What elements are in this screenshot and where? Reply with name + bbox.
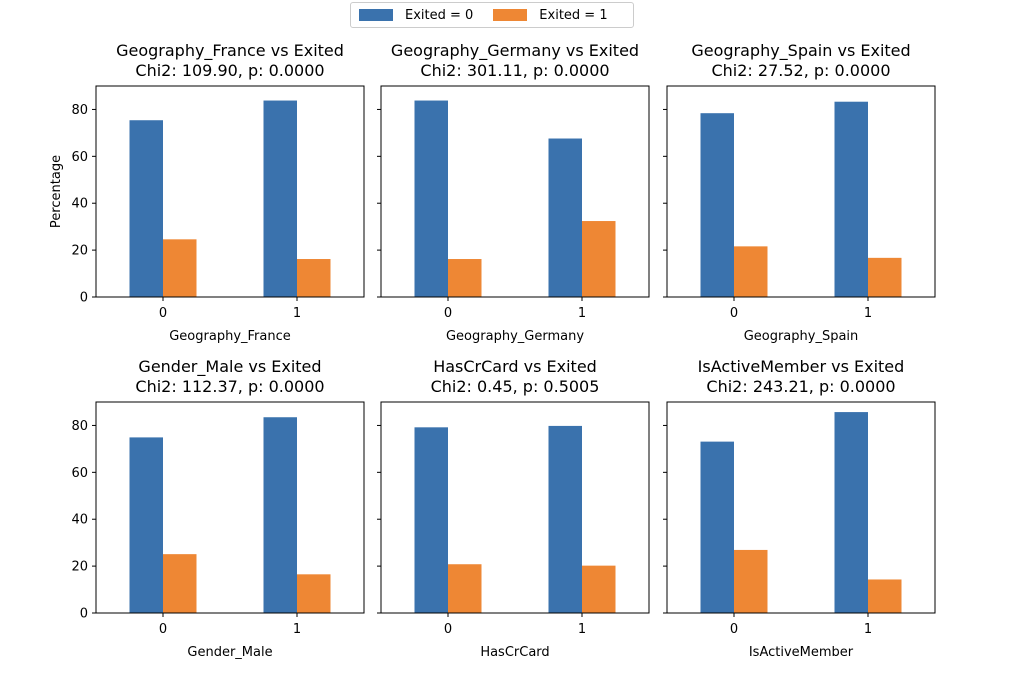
x-tick-label: 1: [293, 306, 301, 321]
bar-exited0-cat1: [548, 425, 582, 613]
axes-frame: [666, 401, 936, 614]
bar-exited1-cat1: [297, 259, 331, 297]
subplot-title: HasCrCard vs Exited: [433, 357, 597, 376]
subplot-title: Geography_Spain vs Exited: [691, 41, 910, 61]
y-tick-label: 40: [71, 513, 88, 528]
bar-exited0-cat0: [700, 113, 734, 297]
subplot-subtitle: Chi2: 27.52, p: 0.0000: [711, 61, 890, 80]
x-tick-label: 0: [444, 306, 452, 321]
y-tick-label: 0: [80, 291, 88, 306]
y-tick-label: 20: [71, 244, 88, 259]
subplot-title: Geography_Germany vs Exited: [391, 41, 639, 61]
y-tick-label: 0: [80, 607, 88, 622]
axes-frame: [380, 85, 650, 298]
bar-exited1-cat0: [163, 239, 197, 297]
x-tick-label: 0: [159, 622, 167, 637]
subplot-title: Geography_France vs Exited: [116, 41, 344, 61]
subplot-subtitle: Chi2: 0.45, p: 0.5005: [431, 377, 600, 396]
bar-exited0-cat1: [263, 417, 297, 613]
bar-exited0-cat0: [129, 437, 163, 613]
x-tick-label: 0: [730, 306, 738, 321]
x-tick-label: 0: [444, 622, 452, 637]
bar-exited1-cat1: [297, 574, 331, 613]
bar-exited1-cat0: [163, 554, 197, 613]
axes-frame: [95, 401, 365, 614]
x-tick-label: 1: [578, 306, 586, 321]
y-tick-label: 20: [71, 560, 88, 575]
y-tick-label: 80: [71, 419, 88, 434]
bar-exited1-cat0: [734, 246, 768, 297]
axes-frame: [380, 401, 650, 614]
bar-exited1-cat1: [582, 565, 616, 613]
bar-exited0-cat1: [548, 138, 582, 297]
x-tick-label: 1: [864, 306, 872, 321]
legend-label-exited-1: Exited = 1: [539, 7, 608, 23]
legend-swatch-exited-1: [493, 9, 528, 21]
bar-exited1-cat1: [868, 257, 902, 297]
x-axis-label: Geography_Germany: [446, 329, 584, 344]
x-tick-label: 1: [293, 622, 301, 637]
x-tick-label: 0: [159, 306, 167, 321]
legend-swatch-exited-0: [359, 9, 393, 21]
x-axis-label: Geography_France: [169, 329, 291, 344]
legend: Exited = 0 Exited = 1: [350, 2, 634, 28]
subplot-subtitle: Chi2: 301.11, p: 0.0000: [420, 61, 609, 80]
bar-exited1-cat0: [448, 564, 482, 613]
y-tick-label: 80: [71, 103, 88, 118]
axes-frame: [666, 85, 936, 298]
bar-exited0-cat0: [414, 427, 448, 613]
x-axis-label: IsActiveMember: [749, 645, 854, 660]
legend-item-exited-0: Exited = 0: [359, 8, 473, 23]
bar-exited0-cat0: [700, 441, 734, 613]
subplot-title: IsActiveMember vs Exited: [698, 357, 905, 376]
y-tick-label: 60: [71, 150, 88, 165]
x-tick-label: 0: [730, 622, 738, 637]
x-axis-label: HasCrCard: [480, 645, 549, 660]
bar-exited0-cat1: [834, 412, 868, 613]
bar-exited0-cat0: [414, 100, 448, 297]
subplot-subtitle: Chi2: 112.37, p: 0.0000: [135, 377, 324, 396]
y-tick-label: 40: [71, 197, 88, 212]
subplot-subtitle: Chi2: 109.90, p: 0.0000: [135, 61, 324, 80]
subplot-title: Gender_Male vs Exited: [138, 357, 321, 377]
y-tick-label: 60: [71, 466, 88, 481]
bar-exited1-cat1: [582, 221, 616, 297]
subplot-subtitle: Chi2: 243.21, p: 0.0000: [706, 377, 895, 396]
y-axis-label: Percentage: [49, 155, 64, 228]
bar-exited1-cat0: [734, 549, 768, 613]
x-tick-label: 1: [578, 622, 586, 637]
legend-label-exited-0: Exited = 0: [405, 7, 474, 23]
bar-exited1-cat0: [448, 259, 482, 297]
x-axis-label: Geography_Spain: [744, 329, 859, 344]
axes-frame: [95, 85, 365, 298]
x-tick-label: 1: [864, 622, 872, 637]
x-axis-label: Gender_Male: [187, 645, 272, 660]
bar-exited1-cat1: [868, 579, 902, 613]
bar-exited0-cat1: [263, 100, 297, 297]
legend-item-exited-1: Exited = 1: [493, 7, 608, 23]
bar-exited0-cat1: [834, 101, 868, 297]
bar-exited0-cat0: [129, 120, 163, 298]
